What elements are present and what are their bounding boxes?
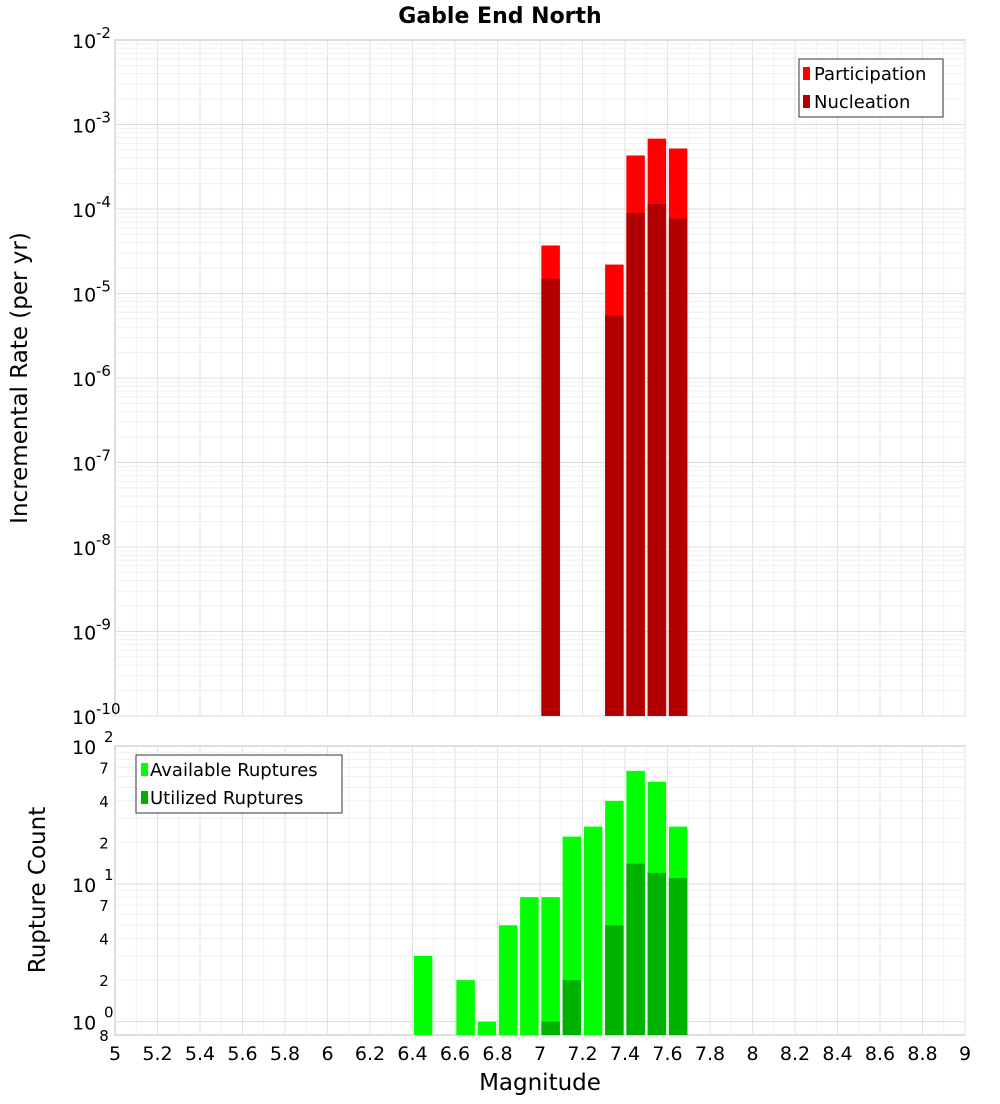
rate-y-tick-exponent: -9	[96, 616, 111, 634]
legend-label-available: Available Ruptures	[150, 760, 318, 781]
available-ruptures-bar	[413, 955, 433, 1035]
count-y-tick-exponent: 2	[104, 728, 114, 746]
x-tick-label: 8.2	[780, 1043, 810, 1065]
count-y-tick-labels: 10 0 10 1 10 2 8 2 4 7 2 4 7	[72, 728, 114, 1045]
x-tick-label: 8.4	[822, 1043, 852, 1065]
available-ruptures-bar	[498, 925, 518, 1035]
nucleation-bar	[605, 315, 624, 716]
legend-swatch-participation	[803, 67, 810, 80]
utilized-ruptures-bar	[626, 863, 645, 1035]
x-tick-label: 9	[959, 1043, 971, 1065]
rate-y-tick-label: 10	[72, 369, 96, 391]
count-y-minor-tick-label: 2	[99, 972, 109, 990]
count-y-tick-label: 10	[72, 737, 96, 759]
rate-y-tick-exponent: -5	[96, 278, 111, 296]
x-tick-label: 5.6	[227, 1043, 257, 1065]
x-tick-label: 5.4	[185, 1043, 215, 1065]
rate-y-tick-label: 10	[72, 454, 96, 476]
x-tick-label: 8.8	[907, 1043, 937, 1065]
x-tick-label: 6.8	[482, 1043, 512, 1065]
rate-y-tick-exponent: -4	[96, 193, 111, 211]
rate-y-tick-exponent: -6	[96, 362, 111, 380]
available-ruptures-bar	[583, 826, 603, 1035]
rate-legend: Participation Nucleation	[798, 58, 944, 118]
rate-y-tick-exponent: -8	[96, 531, 111, 549]
legend-swatch-nucleation	[803, 95, 810, 108]
chart-title: Gable End North	[398, 4, 601, 29]
rate-y-tick-label: 10	[72, 285, 96, 307]
legend-swatch-available	[141, 763, 148, 776]
count-y-axis-title: Rupture Count	[25, 807, 51, 973]
count-y-minor-tick-label: 7	[99, 759, 109, 777]
nucleation-bar	[541, 278, 560, 716]
utilized-ruptures-bar	[668, 878, 688, 1035]
x-tick-label: 8.6	[865, 1043, 895, 1065]
count-legend-box	[135, 754, 343, 814]
legend-label-participation: Participation	[814, 64, 926, 85]
utilized-ruptures-bar	[541, 1021, 560, 1035]
count-y-minor-tick-label: 4	[99, 793, 109, 811]
rate-y-tick-exponent: -3	[96, 109, 111, 127]
legend-swatch-utilized	[141, 791, 148, 804]
x-tick-labels: 5 5.2 5.4 5.6 5.8 6 6.2 6.4 6.6 6.8 7 7.2 7.4 7.6 7.8 8…	[109, 1043, 971, 1065]
rate-grid	[115, 40, 966, 717]
nucleation-bar	[626, 212, 645, 716]
rate-y-tick-label: 10	[72, 623, 96, 645]
x-tick-label: 5.2	[142, 1043, 172, 1065]
x-tick-label: 6.6	[440, 1043, 470, 1065]
available-ruptures-bar	[477, 1021, 497, 1035]
count-y-minor-tick-label: 2	[99, 834, 109, 852]
rate-y-tick-label: 10	[72, 200, 96, 222]
rate-y-tick-label: 10	[72, 538, 96, 560]
count-grid	[115, 746, 966, 1035]
legend-label-utilized: Utilized Ruptures	[150, 788, 303, 809]
utilized-ruptures-bar	[605, 925, 624, 1035]
x-tick-label: 7.4	[610, 1043, 640, 1065]
available-ruptures-bar	[541, 897, 560, 1035]
nucleation-bar	[647, 203, 667, 716]
utilized-ruptures-bar	[647, 872, 667, 1035]
rate-legend-box	[798, 58, 944, 118]
rate-y-tick-exponent: -10	[96, 700, 121, 718]
count-panel: 10 0 10 1 10 2 8 2 4 7 2 4 7 5 5.2 5.4 5.6 5.8 6 6.2 6.4 6.6…	[25, 728, 971, 1096]
count-y-tick-label: 10	[72, 1013, 96, 1035]
x-tick-label: 7.8	[695, 1043, 725, 1065]
count-y-minor-tick-label: 7	[99, 897, 109, 915]
x-tick-label: 7.6	[652, 1043, 682, 1065]
rate-y-tick-label: 10	[72, 707, 96, 729]
rate-y-tick-exponent: -2	[96, 24, 111, 42]
count-y-minor-tick-label: 8	[99, 1027, 109, 1045]
x-tick-label: 5	[109, 1043, 121, 1065]
rate-y-tick-exponent: -7	[96, 447, 111, 465]
count-y-tick-exponent: 1	[104, 866, 114, 884]
legend-label-nucleation: Nucleation	[814, 92, 910, 113]
x-tick-label: 7.2	[567, 1043, 597, 1065]
x-tick-label: 7	[534, 1043, 546, 1065]
x-tick-label: 6	[321, 1043, 333, 1065]
utilized-ruptures-bar	[562, 980, 582, 1035]
available-ruptures-bar	[520, 897, 539, 1035]
count-y-minor-tick-label: 4	[99, 931, 109, 949]
available-ruptures-bar	[456, 980, 475, 1035]
count-legend: Available Ruptures Utilized Ruptures	[135, 754, 343, 814]
x-axis-title: Magnitude	[479, 1070, 601, 1096]
nucleation-bar	[668, 218, 688, 716]
count-y-tick-exponent: 0	[104, 1004, 114, 1022]
count-bars	[413, 770, 688, 1035]
rate-bars	[541, 138, 688, 717]
x-tick-label: 6.4	[397, 1043, 427, 1065]
x-tick-label: 6.2	[355, 1043, 385, 1065]
rate-y-tick-label: 10	[72, 116, 96, 138]
x-tick-label: 8	[746, 1043, 758, 1065]
rate-y-axis-title: Incremental Rate (per yr)	[7, 232, 33, 524]
count-y-tick-label: 10	[72, 875, 96, 897]
x-tick-label: 5.8	[270, 1043, 300, 1065]
rate-y-tick-label: 10	[72, 31, 96, 53]
